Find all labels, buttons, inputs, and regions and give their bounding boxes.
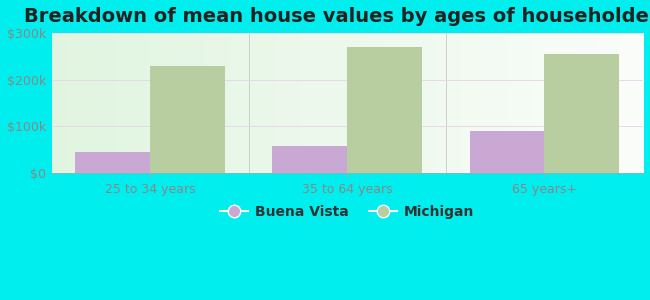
Bar (150, 66, 225, 173)
Bar (347, 47, 422, 173)
Title: Breakdown of mean house values by ages of householders: Breakdown of mean house values by ages o… (24, 7, 650, 26)
Legend: Buena Vista, Michigan: Buena Vista, Michigan (214, 200, 480, 225)
Bar (469, 131, 545, 173)
Bar (272, 146, 347, 173)
Bar (545, 54, 619, 173)
Bar (75, 152, 150, 173)
